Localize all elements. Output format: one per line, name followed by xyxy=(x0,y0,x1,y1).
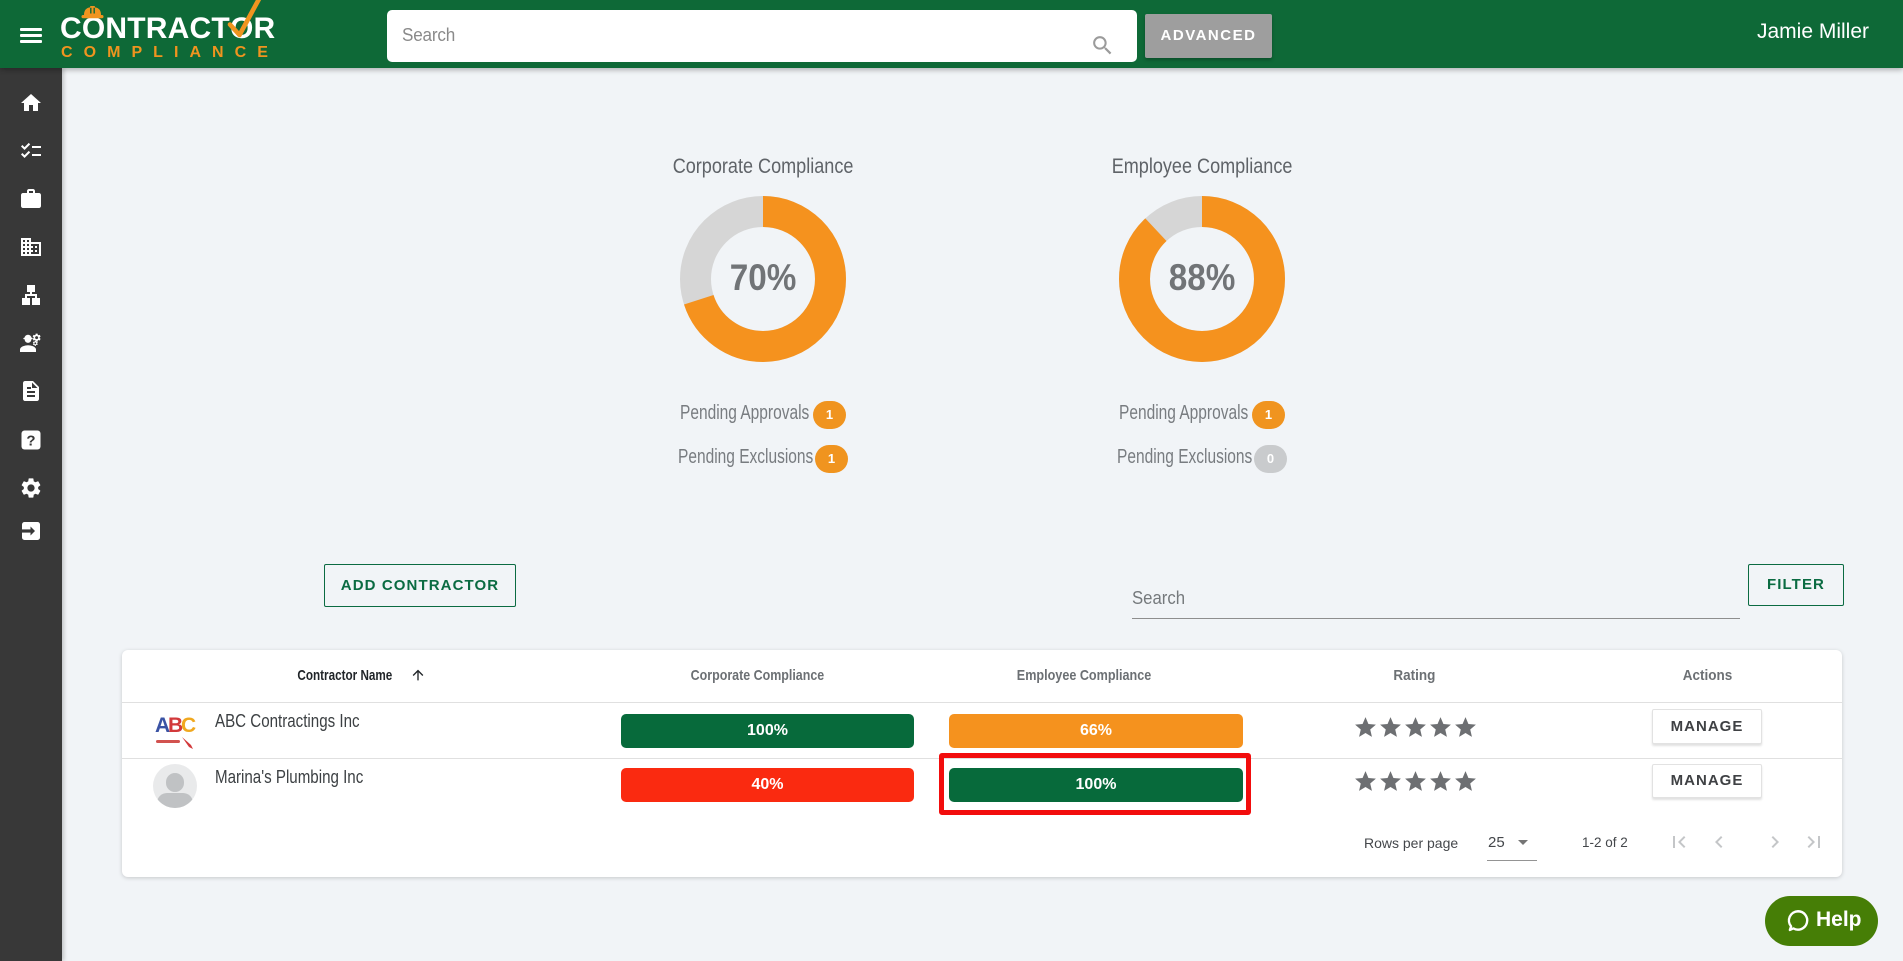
svg-text:?: ? xyxy=(26,433,35,450)
